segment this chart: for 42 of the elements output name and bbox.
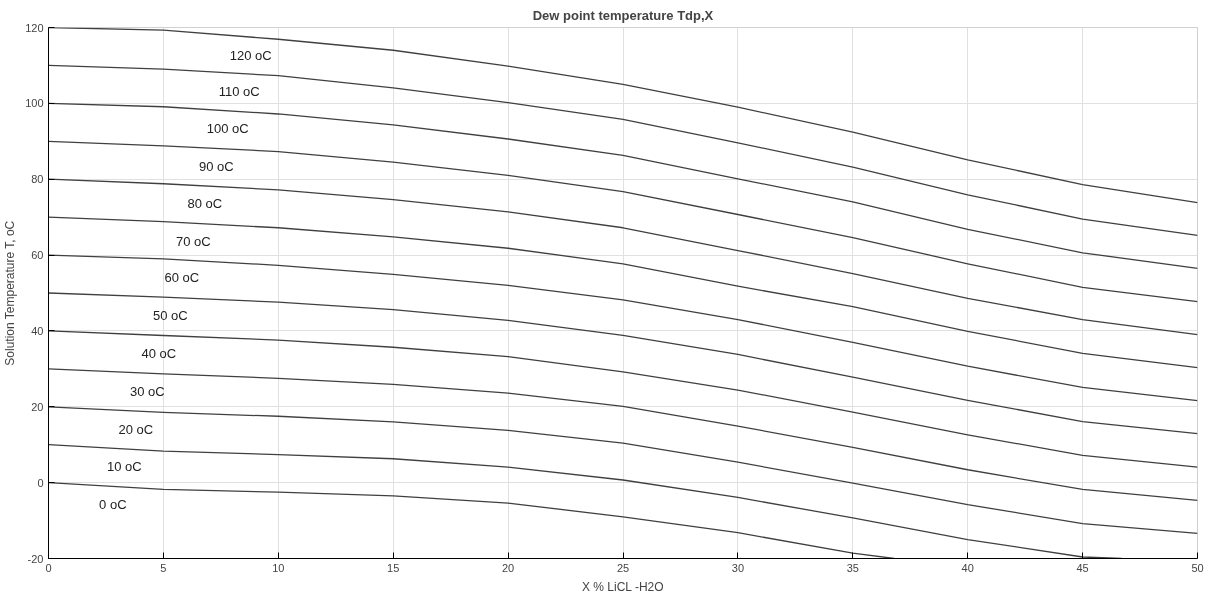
line-series <box>48 368 1198 502</box>
x-tick-label: 35 <box>846 561 859 574</box>
y-tick-label: 60 <box>31 249 44 262</box>
x-tick-label: 5 <box>160 561 167 574</box>
y-tick-label: 100 <box>25 97 44 110</box>
y-tick-label: 120 <box>25 21 44 34</box>
y-tick-label: -20 <box>27 552 44 565</box>
series-label: 120 oC <box>229 47 272 63</box>
series-label: 40 oC <box>141 345 177 361</box>
x-tick-label: 25 <box>616 561 630 574</box>
x-tick-label: 45 <box>1076 561 1089 574</box>
series-label: 20 oC <box>118 421 154 437</box>
y-tick-label: 40 <box>31 324 44 337</box>
series-label: 80 oC <box>187 196 223 212</box>
x-tick-label: 20 <box>501 561 515 574</box>
series-label: 10 oC <box>106 459 142 475</box>
line-series <box>48 406 1198 535</box>
line-series <box>48 292 1198 435</box>
x-tick-label: 50 <box>1191 561 1204 574</box>
x-tick-label: 30 <box>731 561 745 574</box>
x-tick-label: 10 <box>272 561 285 574</box>
y-tick-label: 80 <box>31 173 44 186</box>
chart-title: Dew point temperature Tdp,X <box>532 7 714 23</box>
series-label: 30 oC <box>129 383 165 399</box>
y-tick-label: 20 <box>31 400 44 413</box>
series-label: 70 oC <box>175 233 211 249</box>
y-axis-title: Solution Temperature T, oC <box>3 220 18 366</box>
series-label: 0 oC <box>99 496 127 512</box>
x-tick-label: 0 <box>45 561 52 574</box>
line-series <box>48 216 1198 369</box>
series-label: 50 oC <box>152 307 188 323</box>
line-series <box>48 140 1198 303</box>
y-tick-label: 0 <box>37 476 44 489</box>
line-series <box>48 64 1198 236</box>
series-label: 90 oC <box>198 158 234 174</box>
x-tick-label: 15 <box>387 561 400 574</box>
x-axis-title: X % LiCL -H2O <box>581 579 664 594</box>
series-label: 110 oC <box>218 83 260 99</box>
series-label: 60 oC <box>164 270 200 286</box>
line-series <box>48 254 1198 402</box>
x-tick-label: 40 <box>961 561 974 574</box>
series-label: 100 oC <box>206 121 249 137</box>
